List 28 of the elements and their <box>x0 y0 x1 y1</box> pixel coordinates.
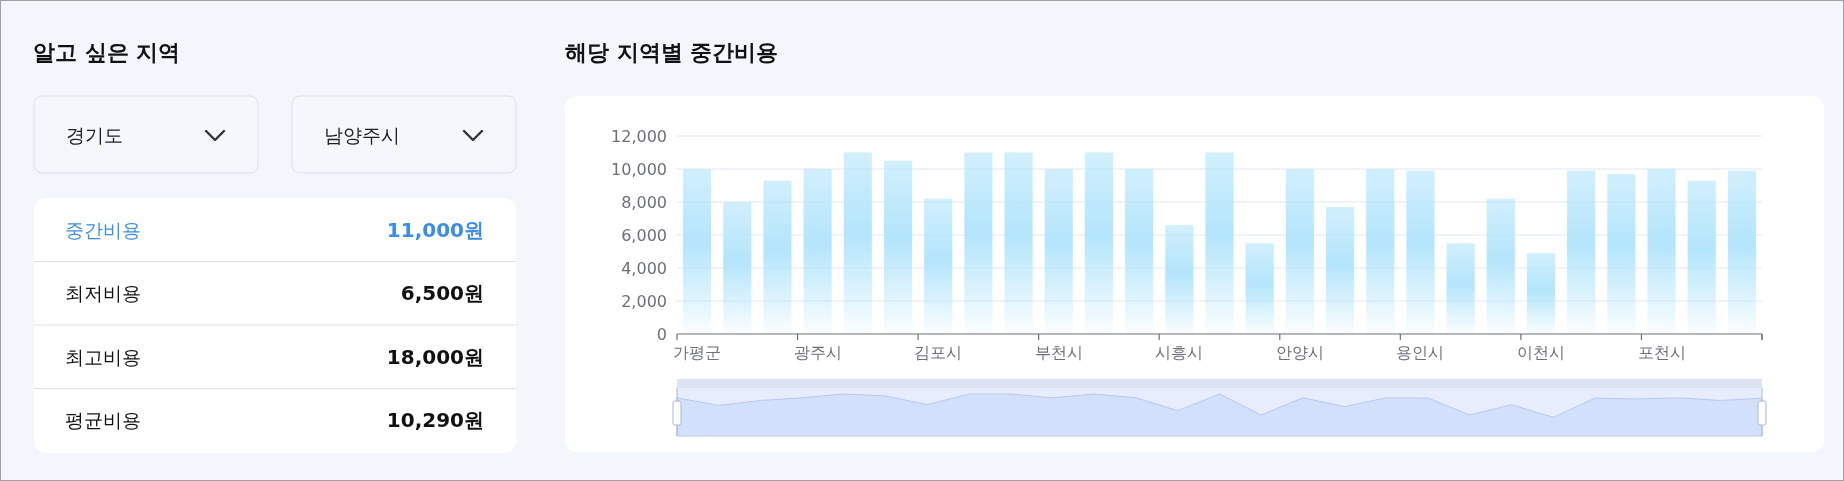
y-tick-label: 10,000 <box>611 160 667 179</box>
x-tick-label: 광주시 <box>793 343 842 362</box>
text: 18,000원 <box>386 344 484 369</box>
y-tick-label: 0 <box>656 325 667 344</box>
y-tick-label: 4,000 <box>621 259 667 278</box>
y-tick-label: 2,000 <box>621 292 667 311</box>
dropdown: 경기도 <box>33 95 259 174</box>
category-label: 중간비용 <box>65 218 141 241</box>
text: 10,290원 <box>386 408 484 433</box>
text: 6,500원 <box>400 281 484 306</box>
x-tick-label: 포천시 <box>1637 343 1686 362</box>
dropdown: 남양주시 <box>291 95 517 174</box>
category-label: 평균비용 <box>65 409 141 432</box>
category-label: 최고비용 <box>65 345 141 368</box>
x-tick-label: 시흥시 <box>1155 343 1204 362</box>
text: 알고 싶은 지역 <box>33 40 181 65</box>
y-tick-label: 6,000 <box>621 226 667 245</box>
chart-title: 해당 지역별 중간비용 <box>565 40 779 65</box>
y-tick-label: 8,000 <box>621 193 667 212</box>
x-tick-label: 가평군 <box>673 343 722 362</box>
x-tick-label: 용인시 <box>1396 343 1445 362</box>
x-tick-label: 김포시 <box>914 343 963 362</box>
x-tick-label: 이천시 <box>1516 343 1565 362</box>
y-tick-label: 12,000 <box>611 127 667 146</box>
text: 11,000원 <box>386 217 484 242</box>
x-tick-label: 안양시 <box>1275 343 1324 362</box>
x-tick-label: 부천시 <box>1034 343 1083 362</box>
category-label: 최저비용 <box>65 282 141 305</box>
